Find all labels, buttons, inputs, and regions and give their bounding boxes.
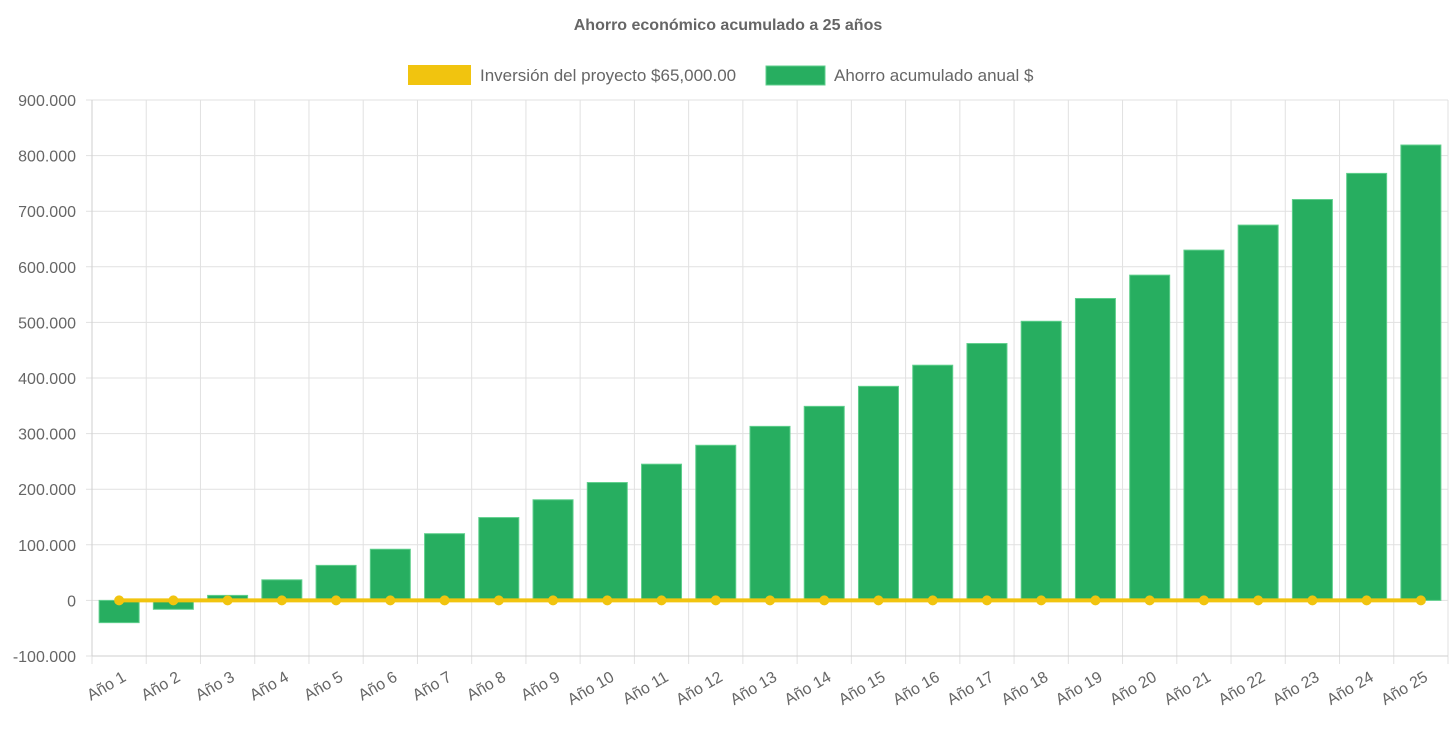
x-tick-label: Año 13	[728, 669, 781, 709]
line-point	[1036, 595, 1047, 606]
y-tick-label: 200.000	[18, 482, 76, 499]
y-tick-label: 900.000	[18, 93, 76, 110]
bar	[315, 564, 357, 601]
x-tick-label: Año 3	[193, 669, 238, 705]
y-tick-label: 0	[67, 593, 76, 610]
bar	[1346, 172, 1388, 601]
bar	[1074, 297, 1116, 601]
x-tick-label: Año 12	[673, 669, 726, 709]
line-point	[873, 595, 884, 606]
x-tick-label: Año 16	[890, 669, 943, 709]
bar	[966, 343, 1008, 601]
line-point	[168, 595, 179, 606]
x-tick-label: Año 10	[565, 669, 618, 709]
x-tick-label: Año 19	[1053, 669, 1106, 709]
chart-title: Ahorro económico acumulado a 25 años	[574, 17, 883, 34]
legend-label-investment: Inversión del proyecto $65,000.00	[480, 66, 736, 85]
line-point	[710, 595, 721, 606]
x-tick-label: Año 8	[464, 669, 509, 705]
x-tick-label: Año 11	[620, 669, 671, 709]
bar	[1400, 144, 1442, 601]
line-point	[439, 595, 450, 606]
legend: Inversión del proyecto $65,000.00 Ahorro …	[408, 65, 1034, 86]
bar	[1183, 249, 1225, 601]
bar	[857, 385, 899, 601]
bar	[1020, 320, 1062, 601]
x-tick-label: Año 6	[356, 669, 401, 705]
line-point	[548, 595, 559, 606]
line-point	[602, 595, 613, 606]
y-tick-label: 600.000	[18, 260, 76, 277]
line-point	[331, 595, 342, 606]
y-tick-label: 300.000	[18, 427, 76, 444]
bar	[369, 548, 411, 601]
x-tick-label: Año 21	[1161, 669, 1214, 709]
x-tick-label: Año 25	[1378, 669, 1431, 709]
line-point	[981, 595, 992, 606]
line-point	[1090, 595, 1101, 606]
line-point	[385, 595, 396, 606]
bar	[478, 517, 520, 601]
bar	[1291, 199, 1333, 601]
line-point	[1361, 595, 1372, 606]
line-point	[1144, 595, 1155, 606]
bar	[586, 482, 628, 601]
x-tick-label: Año 24	[1324, 669, 1377, 709]
x-tick-label: Año 23	[1270, 669, 1323, 709]
y-tick-label: -100.000	[13, 649, 76, 666]
bar	[532, 499, 574, 601]
bar	[1129, 274, 1171, 601]
x-tick-label: Año 17	[945, 669, 998, 709]
line-point	[1253, 595, 1264, 606]
bar	[803, 405, 845, 601]
line-point	[114, 595, 125, 606]
bar	[641, 463, 683, 601]
x-tick-label: Año 7	[410, 669, 455, 705]
line-point	[819, 595, 830, 606]
x-tick-label: Año 22	[1216, 669, 1269, 709]
x-tick-label: Año 18	[999, 669, 1052, 709]
bar	[1237, 224, 1279, 601]
bar	[749, 425, 791, 601]
line-point	[927, 595, 938, 606]
line-point	[1307, 595, 1318, 606]
legend-label-savings: Ahorro acumulado anual $	[834, 66, 1034, 85]
bar	[695, 444, 737, 601]
y-tick-label: 400.000	[18, 371, 76, 388]
line-point	[656, 595, 667, 606]
x-tick-label: Año 5	[301, 669, 346, 705]
legend-swatch-savings	[765, 65, 826, 86]
line-point	[765, 595, 775, 606]
x-tick-label: Año 2	[139, 669, 184, 705]
legend-swatch-investment	[408, 65, 471, 85]
x-tick-label: Año 4	[247, 669, 292, 705]
x-tick-label: Año 14	[782, 669, 835, 709]
x-tick-label: Año 1	[84, 669, 129, 705]
line-point	[222, 595, 233, 606]
y-tick-label: 100.000	[18, 538, 76, 555]
y-axis: -100.000 0 100.000 200.000 300.000 400.000 500…	[13, 93, 76, 666]
x-axis: Año 1 Año 2 Año 3 Año 4 Año 5 Año 6 Año 7 Año 8…	[84, 669, 1431, 709]
bars	[98, 144, 1442, 624]
line-point	[1415, 595, 1426, 606]
y-tick-label: 800.000	[18, 149, 76, 166]
x-tick-label: Año 15	[836, 669, 889, 709]
y-tick-label: 700.000	[18, 204, 76, 221]
x-tick-label: Año 20	[1107, 669, 1160, 709]
line-series	[114, 595, 1426, 606]
bar	[424, 533, 466, 601]
line-point	[493, 595, 504, 606]
y-tick-label: 500.000	[18, 315, 76, 332]
x-tick-label: Año 9	[518, 669, 563, 705]
bar	[912, 364, 954, 601]
line-point	[276, 595, 287, 606]
grid	[86, 99, 1449, 664]
line-point	[1198, 595, 1209, 606]
